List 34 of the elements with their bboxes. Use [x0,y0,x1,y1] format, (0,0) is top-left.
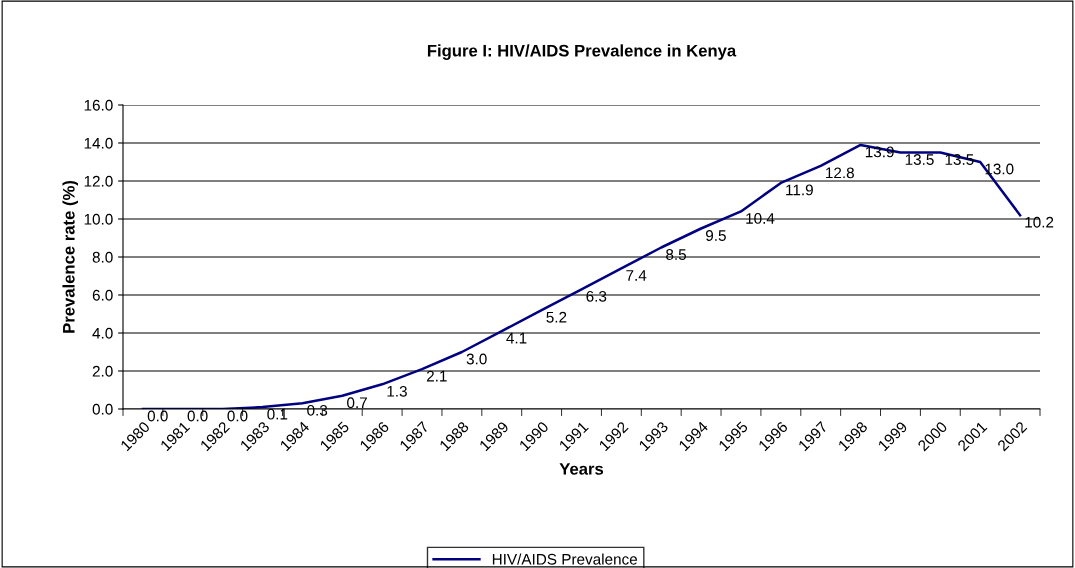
y-tick-label: 14.0 [84,137,113,149]
y-tick-label: 8.0 [92,251,113,263]
data-label: 9.5 [705,230,726,241]
data-label: 2.1 [426,370,447,382]
y-tick-label: 10.0 [84,213,113,225]
data-label: 0.1 [267,408,288,420]
data-label: 0.7 [347,397,367,409]
data-label: 0.0 [227,410,248,422]
y-tick-label: 2.0 [92,365,113,377]
data-label: 0.0 [187,410,208,422]
y-tick-label: 0.0 [92,403,113,415]
y-axis-title: Prevalence rate (%) [62,180,78,333]
data-label: 5.2 [546,311,567,323]
data-label: 1.3 [387,385,407,397]
y-tick-label: 6.0 [92,289,113,301]
data-label: 10.2 [1025,216,1054,228]
y-tick-label: 16.0 [84,99,113,111]
x-axis-title: Years [559,463,604,475]
y-tick-label: 4.0 [92,327,113,339]
data-label: 3.0 [466,353,487,365]
data-label: 4.1 [506,332,527,344]
data-label: 13.0 [985,163,1014,175]
data-label: 8.5 [666,249,686,260]
data-label: 0.0 [147,410,168,422]
y-tick-label: 12.0 [84,175,113,187]
data-label: 13.9 [865,146,894,158]
legend-label: HIV/AIDS Prevalence [492,553,638,565]
chart-title: Figure I: HIV/AIDS Prevalence in Kenya [427,44,737,60]
data-label: 11.9 [786,184,813,196]
data-label: 13.5 [905,154,934,165]
data-label: 12.8 [826,167,854,179]
data-label: 10.4 [746,213,775,224]
data-label: 6.3 [586,290,607,302]
data-label: 7.4 [626,270,647,281]
